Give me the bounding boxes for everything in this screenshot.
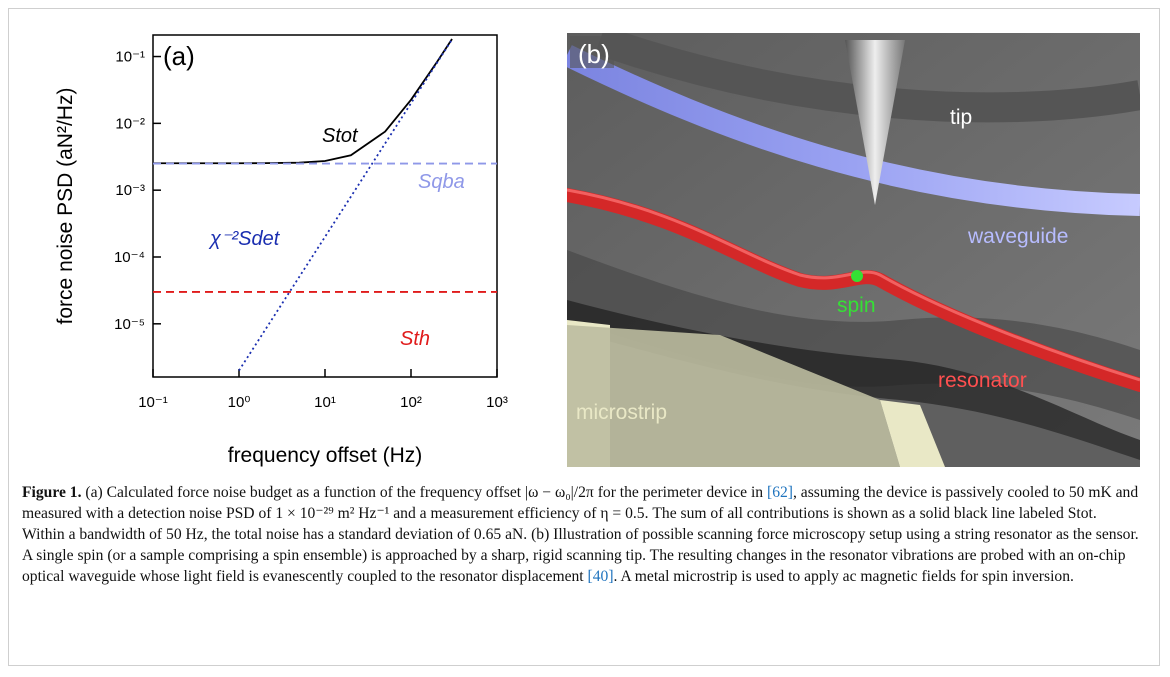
y-tick-label: 10⁻³ [115,182,145,199]
illustration-label: tip [950,106,972,129]
illustration-label: waveguide [967,225,1068,248]
x-tick-label: 10⁰ [228,394,251,411]
series-label: Sth [400,328,430,350]
illustration-label: spin [837,294,876,317]
caption-label: Figure 1. [22,484,81,501]
caption-text: (a) Calculated force noise budget as a f… [81,484,767,501]
y-tick-label: 10⁻¹ [115,49,145,66]
y-tick-label: 10⁻⁴ [114,249,145,266]
series-label: Sqba [418,171,465,193]
caption-text: . A metal microstrip is used to apply ac… [614,568,1074,585]
series-label: χ⁻²Sdet [208,228,281,250]
x-axis-label: frequency offset (Hz) [228,444,423,467]
panel-label: (b) [578,39,610,69]
caption: Figure 1. (a) Calculated force noise bud… [22,482,1142,587]
series-line [153,39,452,163]
x-tick-label: 10³ [486,394,508,411]
plot-frame [153,35,497,377]
illustration-label: resonator [938,369,1027,392]
y-axis-label: force noise PSD (aN²/Hz) [54,88,77,325]
x-tick-label: 10⁻¹ [138,394,168,411]
y-tick-label: 10⁻² [115,115,145,132]
series-line [239,39,452,370]
panel-label: (a) [163,41,195,71]
series-label: Stot [322,125,359,147]
citation[interactable]: [62] [767,484,793,501]
x-tick-label: 10² [400,394,422,411]
figure-panels: 10⁻¹ 10⁰ 10¹ 10² 10³ 10⁻⁵ 10⁻⁴ 10⁻³ 10⁻² 10⁻¹ freq… [0,0,1170,480]
citation[interactable]: [40] [588,568,614,585]
illustration-label: microstrip [576,401,667,424]
x-tick-label: 10¹ [314,394,336,411]
y-tick-label: 10⁻⁵ [114,316,145,333]
